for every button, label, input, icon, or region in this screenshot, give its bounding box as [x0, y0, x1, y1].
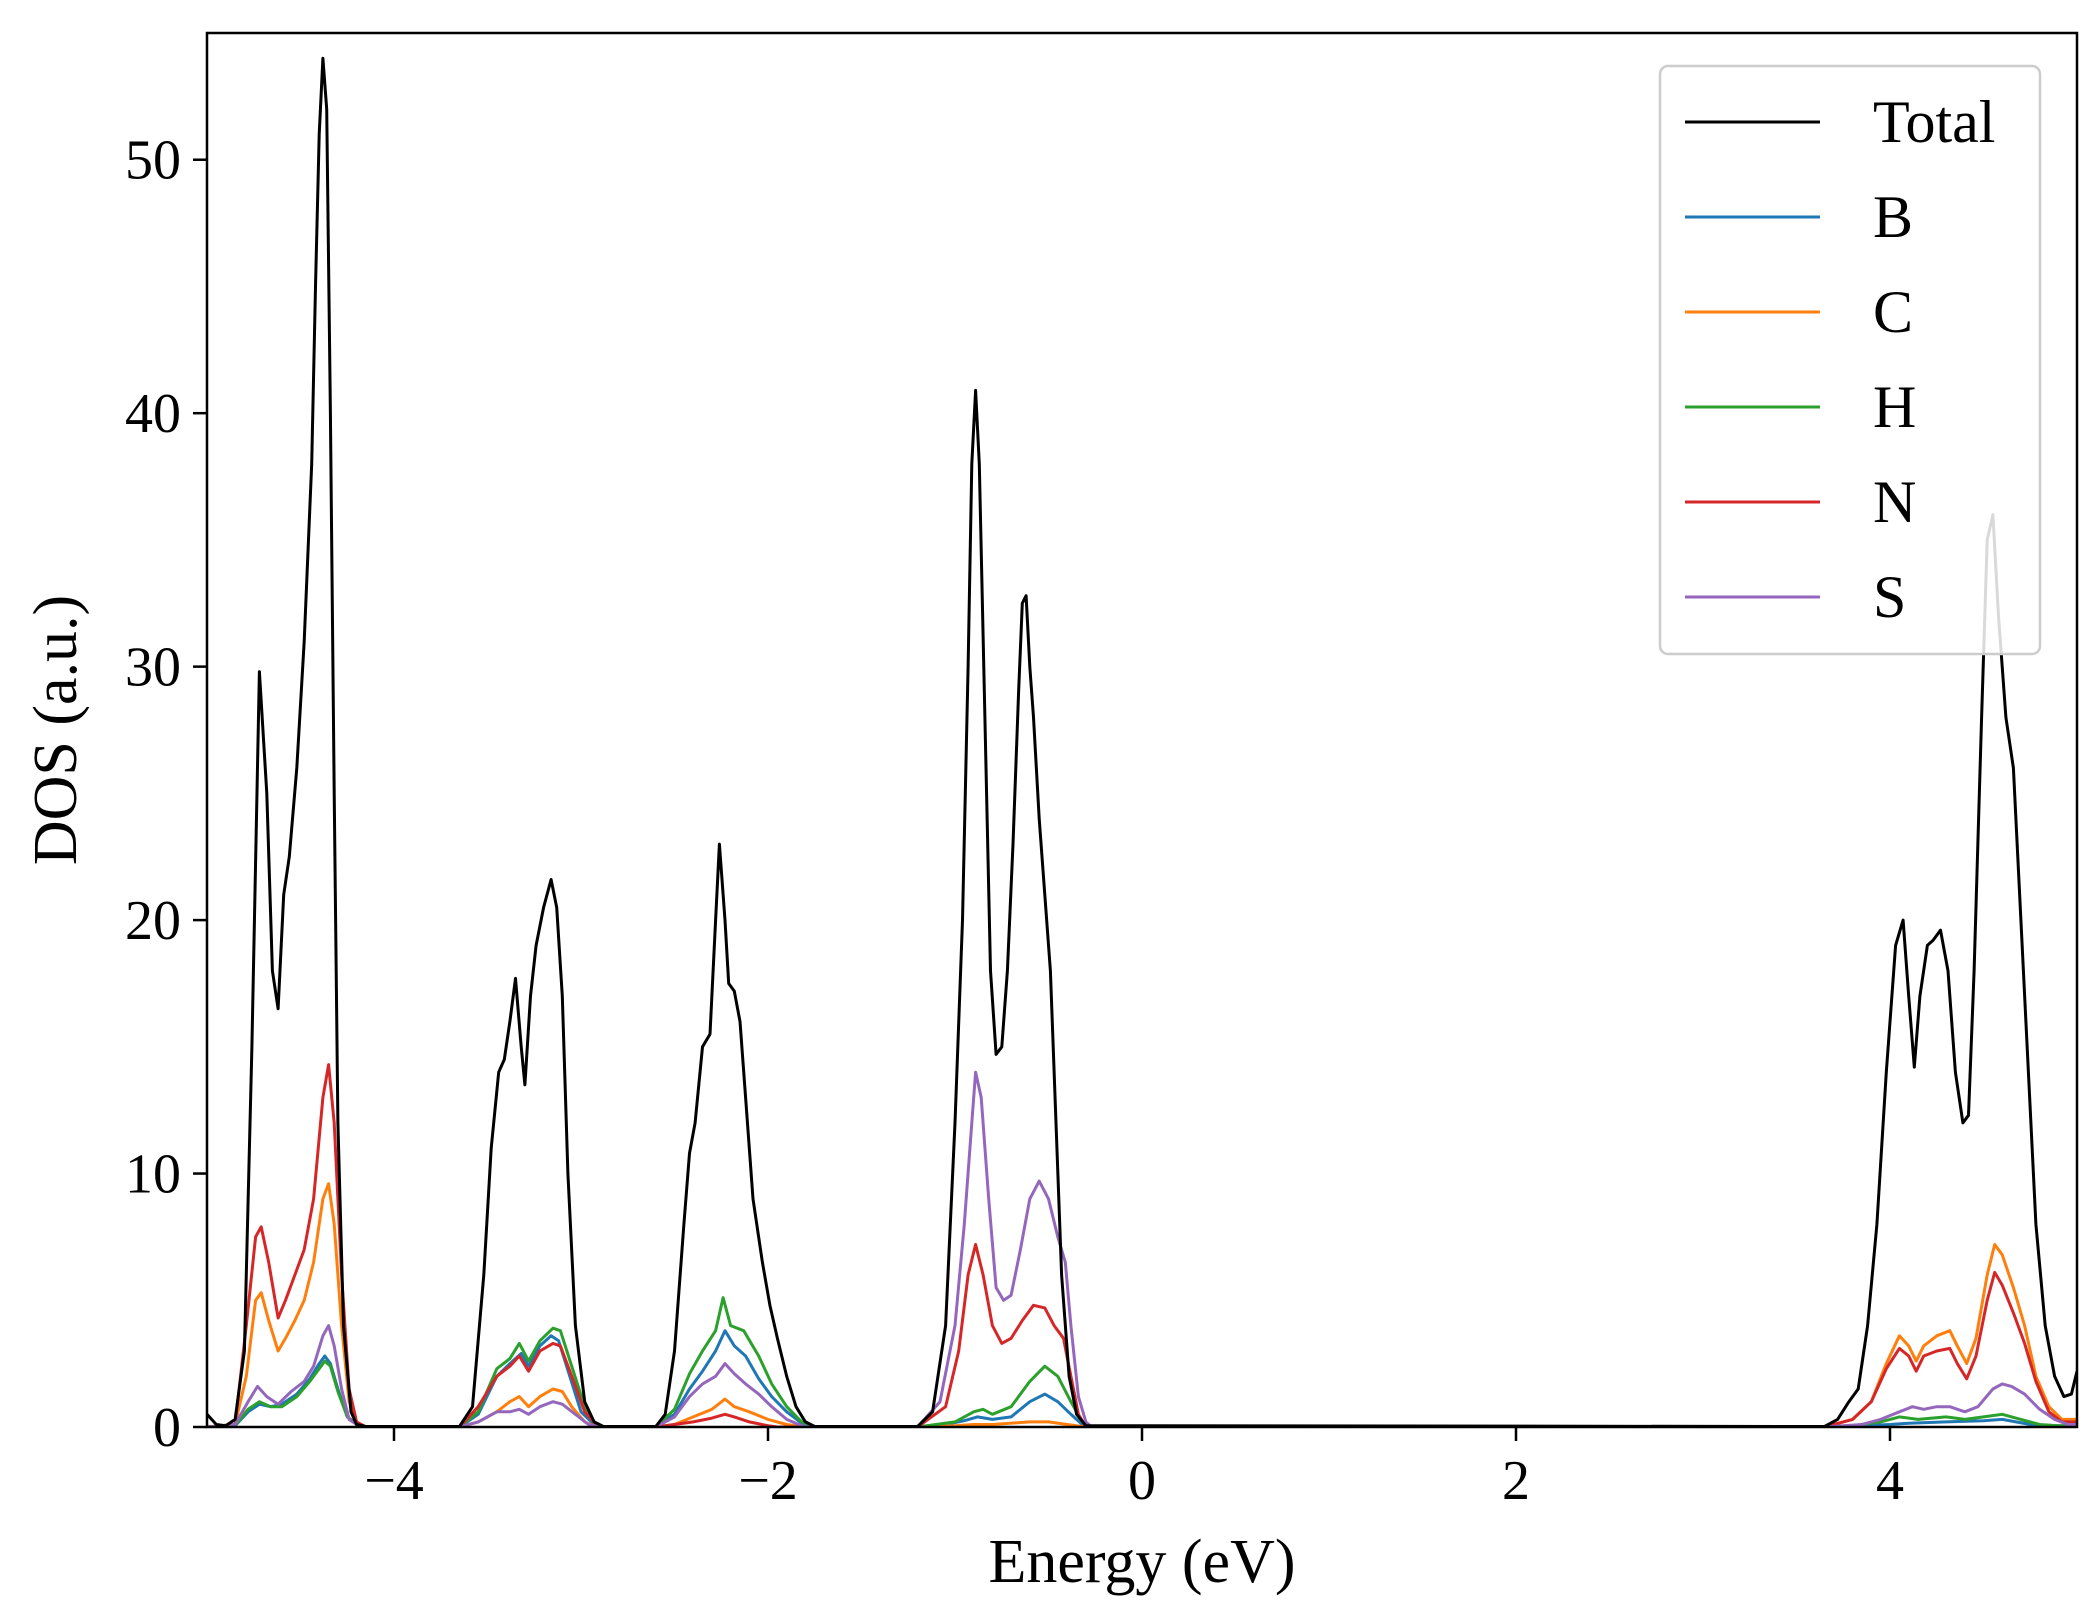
x-tick-label: 2: [1502, 1450, 1530, 1512]
y-tick-label: 50: [125, 130, 181, 192]
y-tick-label: 20: [125, 890, 181, 952]
legend-label-s: S: [1873, 564, 1906, 630]
x-tick-label: −2: [738, 1450, 798, 1512]
x-axis-ticks: −4 −2 0 2 4: [364, 1427, 1904, 1512]
legend-label-c: C: [1873, 279, 1913, 345]
legend-label-n: N: [1873, 469, 1916, 535]
legend-label-h: H: [1873, 374, 1916, 440]
x-tick-label: −4: [364, 1450, 424, 1512]
x-tick-label: 0: [1128, 1450, 1156, 1512]
y-axis-ticks: 0 10 20 30 40 50: [125, 130, 207, 1459]
y-tick-label: 10: [125, 1144, 181, 1206]
series-line-c: [207, 1182, 2077, 1427]
y-axis-label: DOS (a.u.): [22, 595, 90, 865]
series-line-total: [207, 56, 2077, 1427]
x-tick-label: 4: [1876, 1450, 1904, 1512]
legend-label-b: B: [1873, 184, 1913, 250]
series-line-n: [207, 1063, 2077, 1427]
y-tick-label: 30: [125, 637, 181, 699]
x-axis-label: Energy (eV): [988, 1528, 1295, 1596]
legend-label-total: Total: [1873, 89, 1995, 155]
y-tick-label: 0: [153, 1397, 181, 1459]
y-tick-label: 40: [125, 383, 181, 445]
legend-box: [1658, 64, 2042, 656]
series-line-s: [207, 1070, 2077, 1427]
